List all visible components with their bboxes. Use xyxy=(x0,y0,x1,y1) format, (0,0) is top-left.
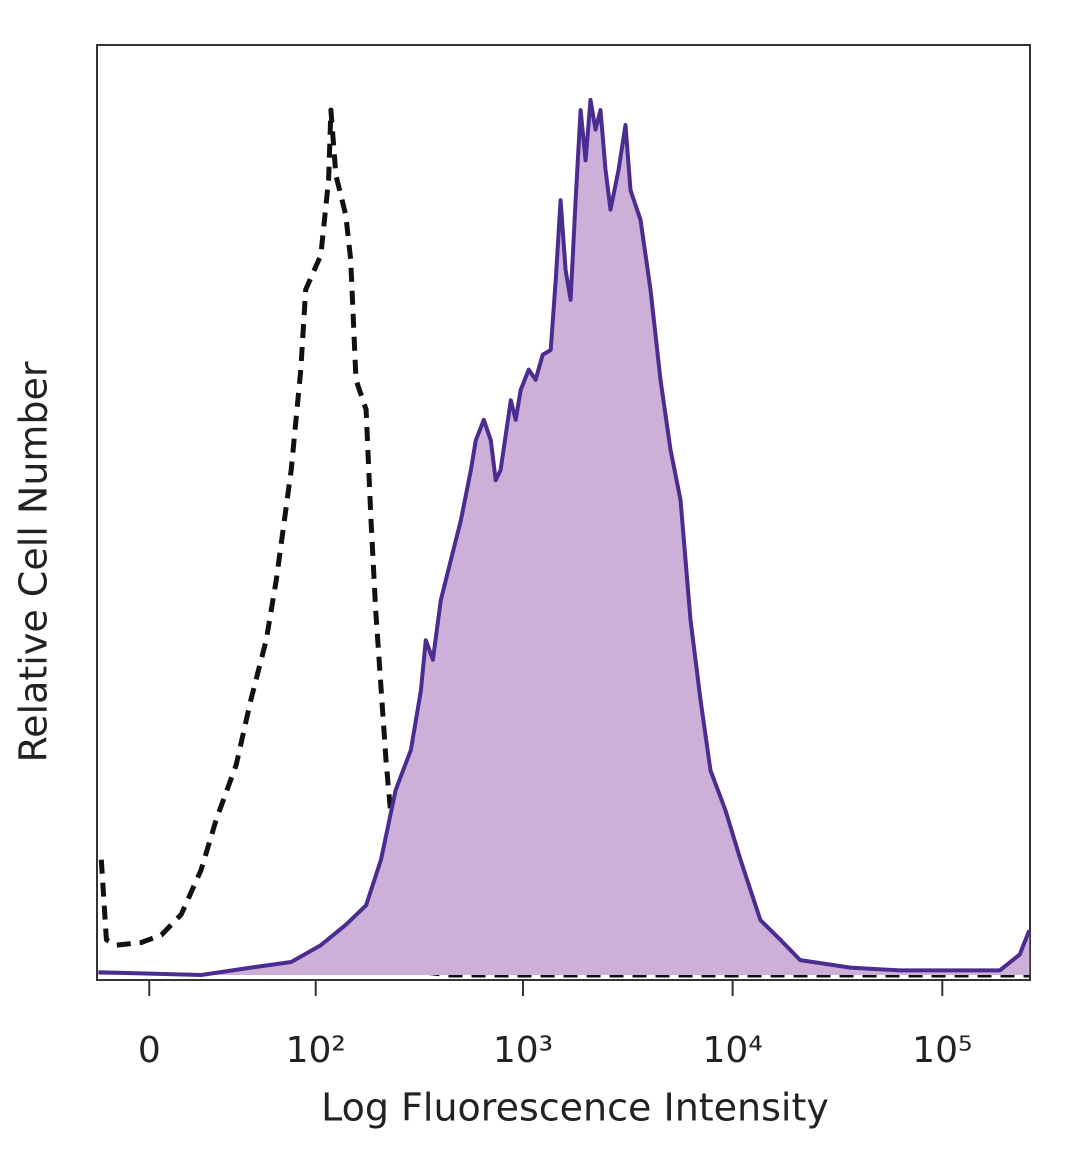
x-axis-title: Log Fluorescence Intensity xyxy=(321,1086,829,1130)
plot-area xyxy=(98,97,1032,978)
x-tick-label: 0 xyxy=(138,1030,161,1071)
y-axis-title: Relative Cell Number xyxy=(12,361,56,762)
histogram-area xyxy=(98,99,1030,975)
plot-frame xyxy=(96,44,1031,981)
x-tick-label: 10³ xyxy=(493,1030,553,1071)
histogram-line xyxy=(98,97,1032,977)
x-tick-label: 10⁴ xyxy=(703,1030,763,1071)
x-tick-label: 10² xyxy=(286,1030,346,1071)
x-tick-label: 10⁵ xyxy=(912,1030,972,1071)
